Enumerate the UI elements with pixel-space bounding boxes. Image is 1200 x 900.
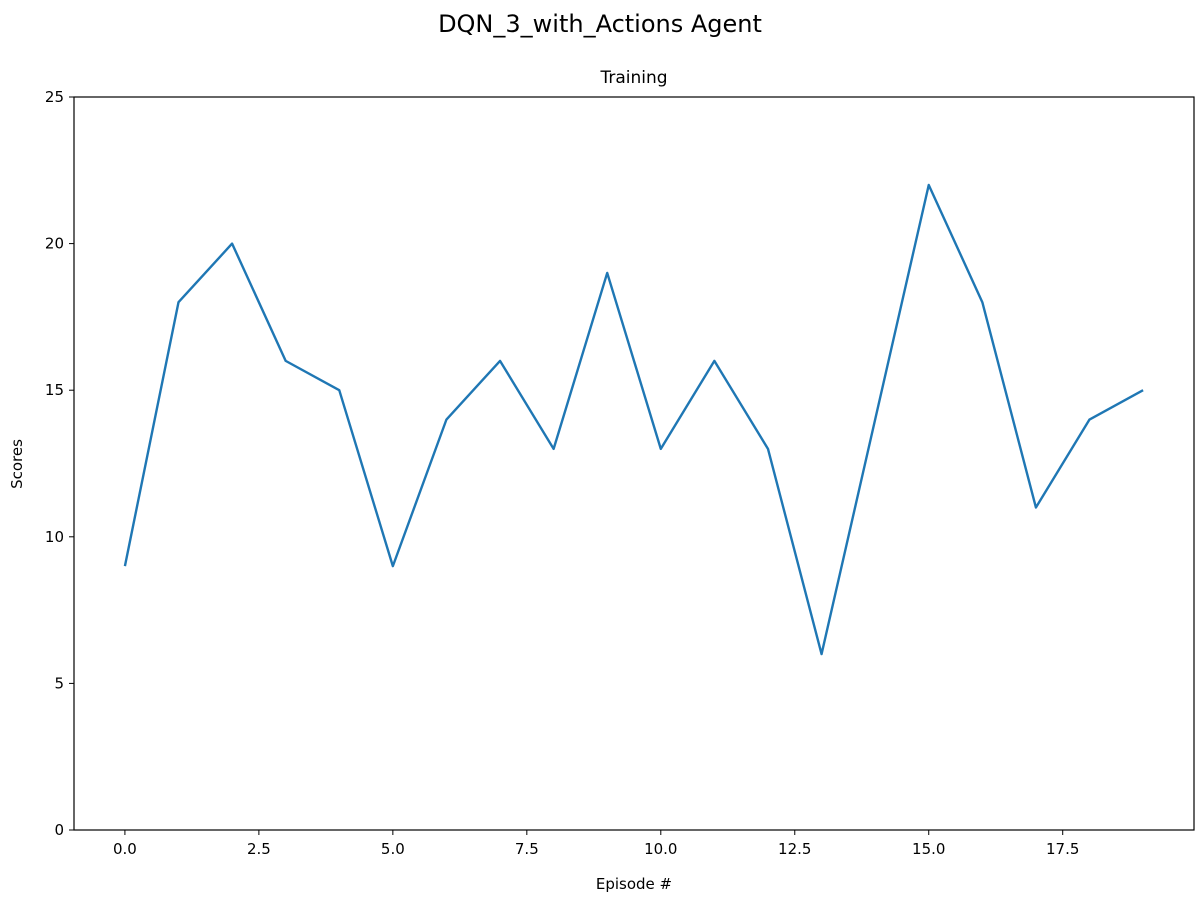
y-tick-label: 25 bbox=[45, 88, 64, 106]
y-axis-ticks: 0 5 10 15 20 25 bbox=[45, 88, 74, 839]
y-axis-label: Scores bbox=[8, 439, 26, 489]
x-tick-label: 15.0 bbox=[912, 840, 945, 858]
y-tick-label: 15 bbox=[45, 381, 64, 399]
x-axis-label: Episode # bbox=[596, 875, 672, 893]
x-tick-label: 17.5 bbox=[1046, 840, 1079, 858]
y-tick-label: 5 bbox=[54, 674, 64, 692]
axes-frame bbox=[73, 96, 1195, 831]
x-tick-label: 2.5 bbox=[247, 840, 271, 858]
series-layer bbox=[123, 183, 1144, 656]
figure-suptitle: DQN_3_with_Actions Agent bbox=[438, 10, 762, 38]
series-line bbox=[123, 183, 1144, 656]
y-tick-label: 0 bbox=[54, 821, 64, 839]
x-tick-label: 0.0 bbox=[113, 840, 137, 858]
x-axis-ticks: 0.0 2.5 5.0 7.5 10.0 12.5 15.0 17.5 bbox=[113, 830, 1079, 858]
y-tick-label: 10 bbox=[45, 528, 64, 546]
x-tick-label: 10.0 bbox=[644, 840, 677, 858]
chart-title: Training bbox=[599, 68, 667, 88]
x-tick-label: 5.0 bbox=[381, 840, 405, 858]
x-tick-label: 7.5 bbox=[515, 840, 539, 858]
y-tick-label: 20 bbox=[45, 235, 64, 253]
plot-area: 0 5 10 15 20 25 0.0 2.5 5.0 7.5 10.0 12.5 15.0 17.5 bbox=[45, 88, 1195, 858]
x-tick-label: 12.5 bbox=[778, 840, 811, 858]
